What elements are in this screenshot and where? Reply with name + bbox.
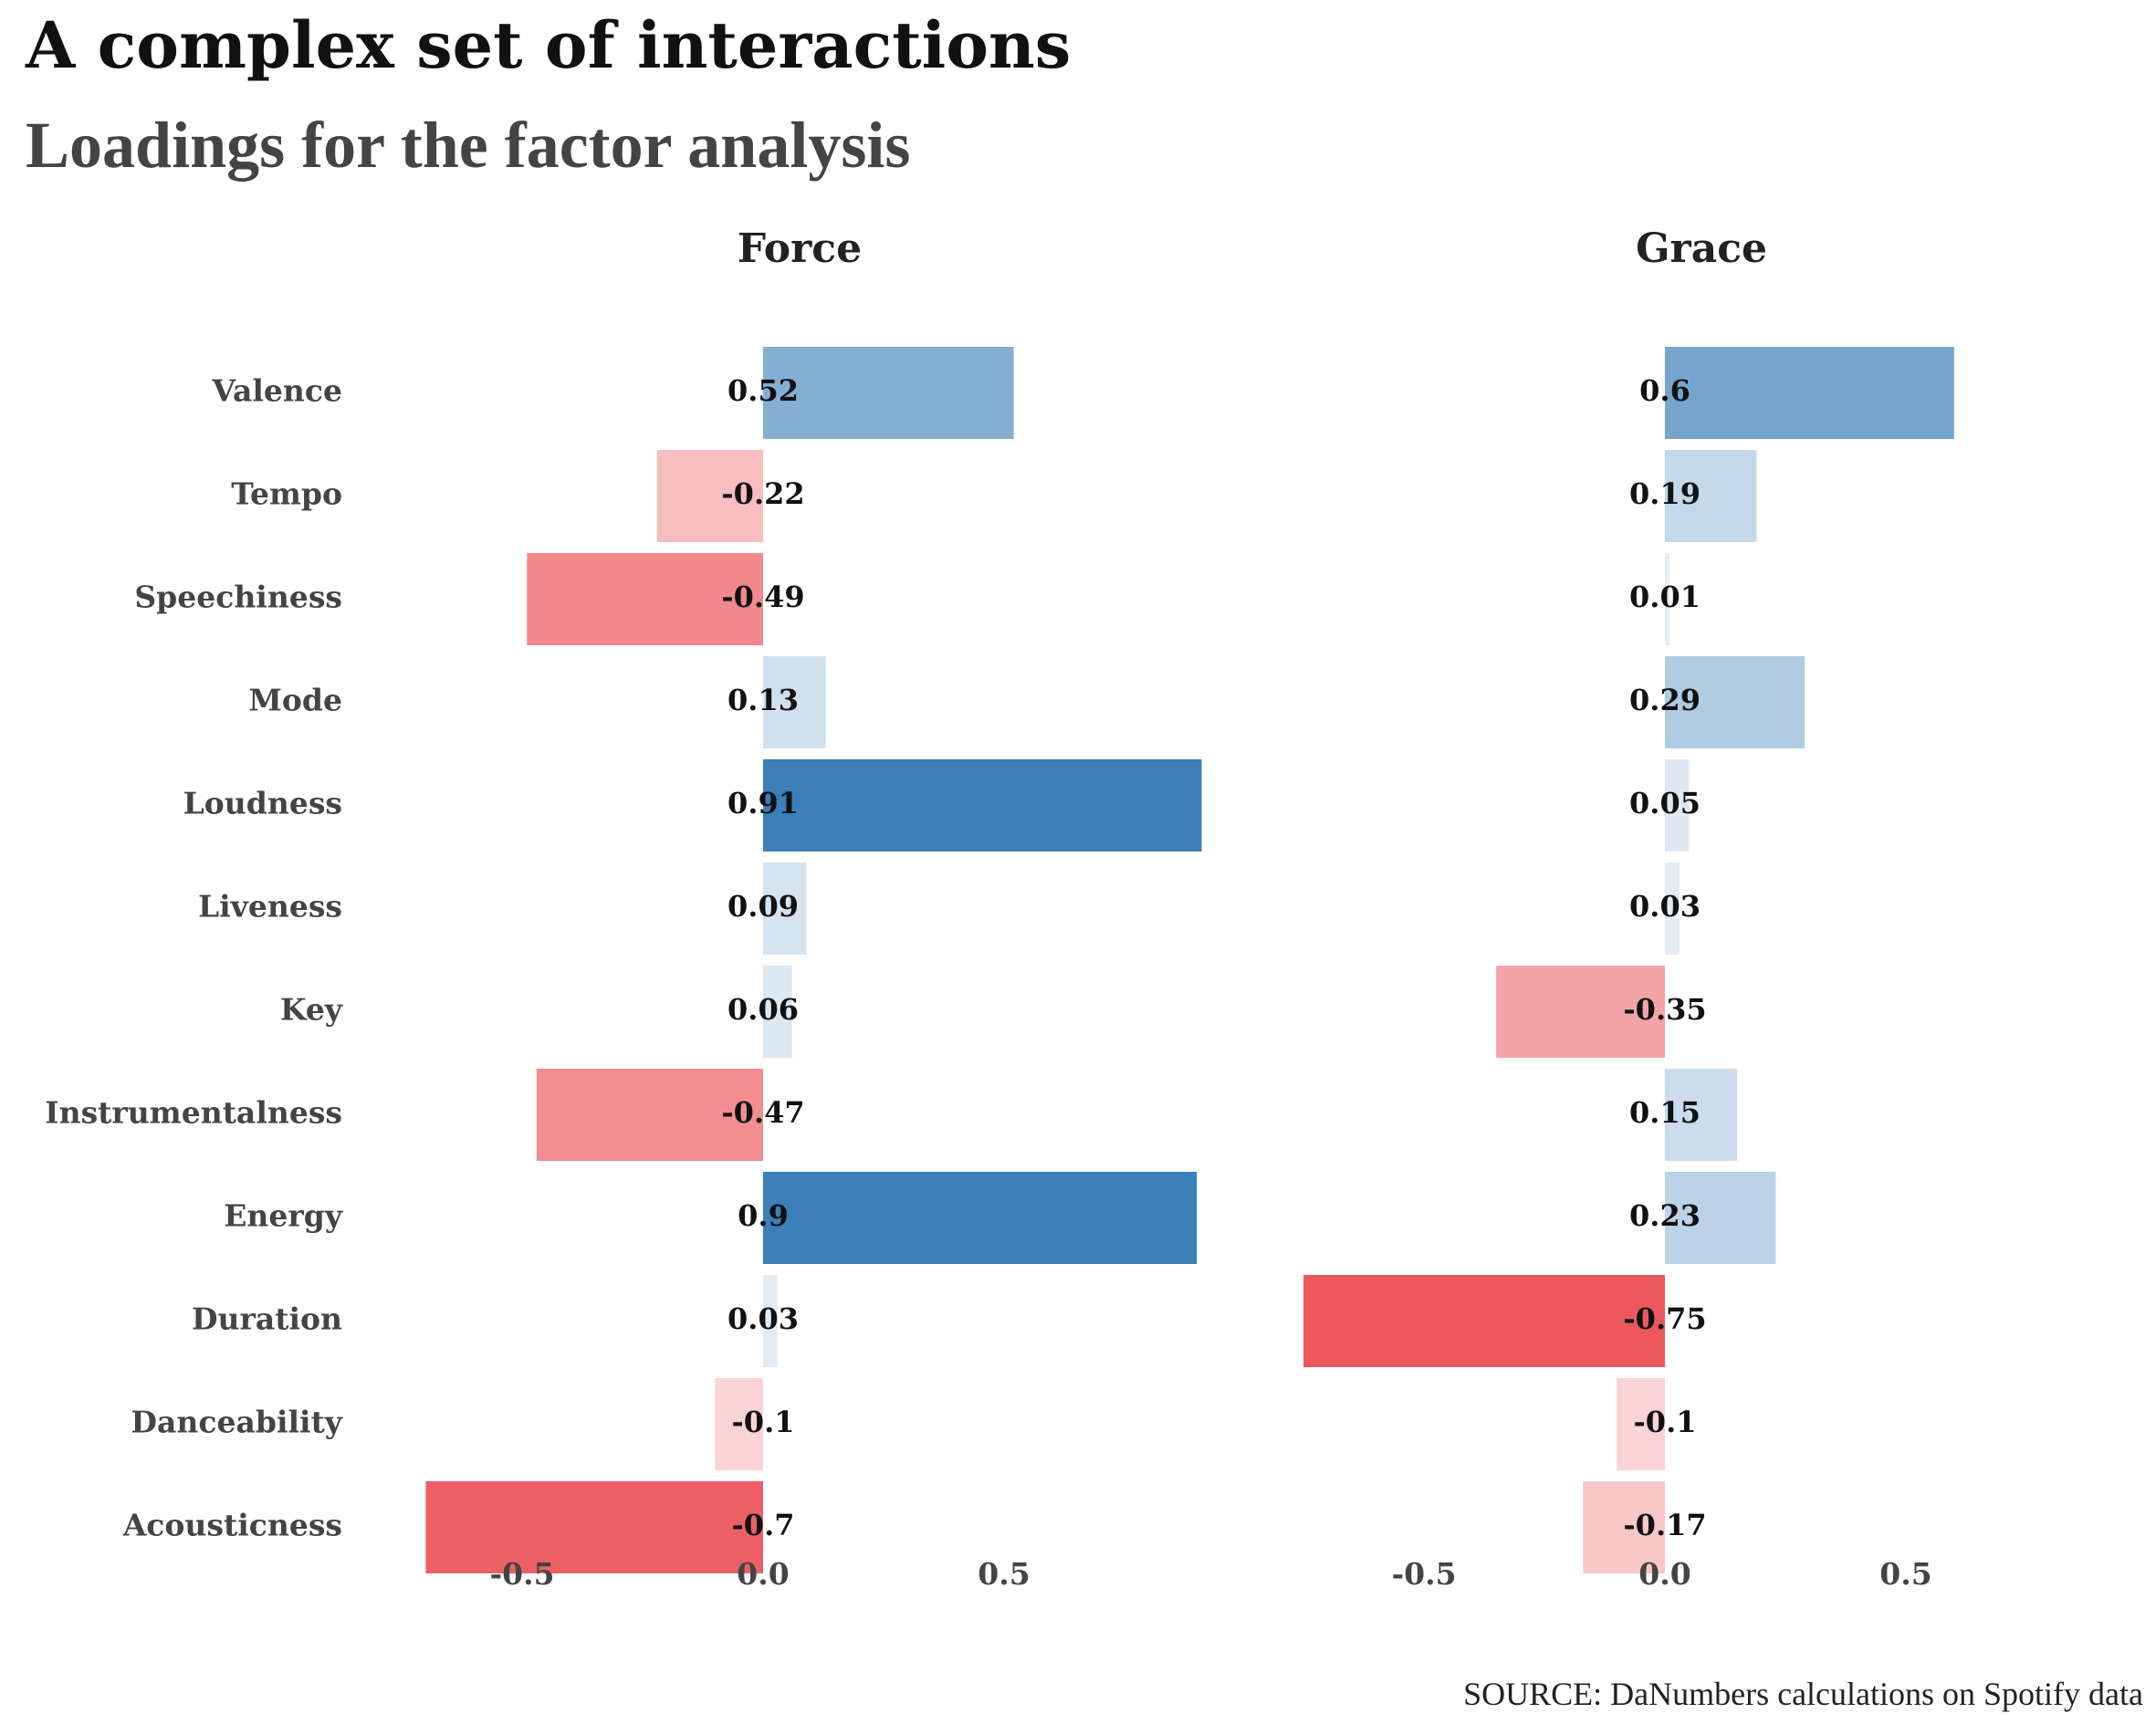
value-label-grace-mode: 0.29 [1629,683,1701,717]
bar-force-instrumentalness [536,1069,763,1161]
bar-force-speechiness [527,553,763,645]
category-label-speechiness: Speechiness [134,580,342,615]
value-label-force-energy: 0.9 [738,1198,789,1233]
value-label-force-speechiness: -0.49 [721,580,804,614]
value-label-grace-loudness: 0.05 [1629,786,1701,820]
x-tick-label-grace-1: 0.0 [1638,1556,1690,1592]
x-tick-label-grace-2: 0.5 [1879,1556,1931,1592]
bar-grace-loudness [1665,759,1690,852]
value-label-grace-tempo: 0.19 [1629,476,1701,511]
value-label-force-key: 0.06 [727,992,799,1027]
category-label-liveness: Liveness [198,889,342,925]
value-label-force-liveness: 0.09 [727,889,799,924]
chart-title: A complex set of interactions [26,7,1072,83]
category-label-danceability: Danceability [131,1405,342,1440]
category-label-duration: Duration [192,1301,342,1337]
value-label-grace-key: -0.35 [1623,992,1706,1027]
bar-grace-speechiness [1665,553,1670,645]
bar-force-key [763,966,792,1058]
category-label-acousticness: Acousticness [122,1508,342,1543]
value-label-force-mode: 0.13 [727,683,799,717]
chart-subtitle: Loadings for the factor analysis [26,109,911,182]
value-label-grace-valence: 0.6 [1639,373,1690,408]
category-label-mode: Mode [248,683,342,718]
bar-grace-energy [1665,1172,1776,1264]
bar-grace-danceability [1617,1378,1665,1470]
x-tick-label-grace-0: -0.5 [1391,1556,1456,1592]
x-tick-label-force-1: 0.0 [737,1556,789,1592]
x-tick-label-force-0: -0.5 [489,1556,554,1592]
category-label-instrumentalness: Instrumentalness [45,1095,342,1131]
category-label-tempo: Tempo [231,476,342,512]
bar-force-liveness [763,862,807,955]
value-label-grace-liveness: 0.03 [1629,889,1701,924]
value-label-force-valence: 0.52 [727,373,799,408]
bar-force-loudness [763,759,1202,852]
category-label-energy: Energy [224,1198,343,1234]
bar-force-tempo [656,450,763,542]
category-label-valence: Valence [211,373,342,409]
source-note: SOURCE: DaNumbers calculations on Spotif… [1463,1676,2143,1712]
value-label-force-acousticness: -0.7 [732,1508,795,1542]
bar-force-valence [763,347,1014,439]
value-label-grace-acousticness: -0.17 [1623,1508,1706,1542]
bar-force-acousticness [425,1481,763,1573]
bar-grace-acousticness [1583,1481,1665,1573]
bar-grace-valence [1665,347,1954,439]
value-label-grace-instrumentalness: 0.15 [1629,1095,1701,1130]
value-label-grace-speechiness: 0.01 [1629,580,1701,614]
value-label-force-duration: 0.03 [727,1301,799,1336]
value-label-grace-danceability: -0.1 [1634,1405,1697,1439]
bar-grace-key [1496,966,1665,1058]
bar-grace-mode [1665,656,1805,748]
category-label-loudness: Loudness [183,786,342,821]
bar-force-mode [763,656,826,748]
category-label-key: Key [280,992,343,1028]
bar-grace-liveness [1665,862,1680,955]
value-label-force-danceability: -0.1 [732,1405,795,1439]
value-label-force-loudness: 0.91 [727,786,799,820]
value-label-grace-duration: -0.75 [1623,1301,1706,1336]
x-tick-label-force-2: 0.5 [978,1556,1030,1592]
bar-force-duration [763,1275,778,1367]
bar-force-danceability [715,1378,763,1470]
bar-grace-duration [1303,1275,1665,1367]
bar-force-energy [763,1172,1198,1264]
value-label-grace-energy: 0.23 [1629,1198,1701,1233]
bar-grace-tempo [1665,450,1757,542]
value-label-force-tempo: -0.22 [721,476,804,511]
value-label-force-instrumentalness: -0.47 [721,1095,804,1130]
bar-grace-instrumentalness [1665,1069,1738,1161]
facet-title-force: Force [738,225,862,272]
facet-title-grace: Grace [1636,225,1767,272]
